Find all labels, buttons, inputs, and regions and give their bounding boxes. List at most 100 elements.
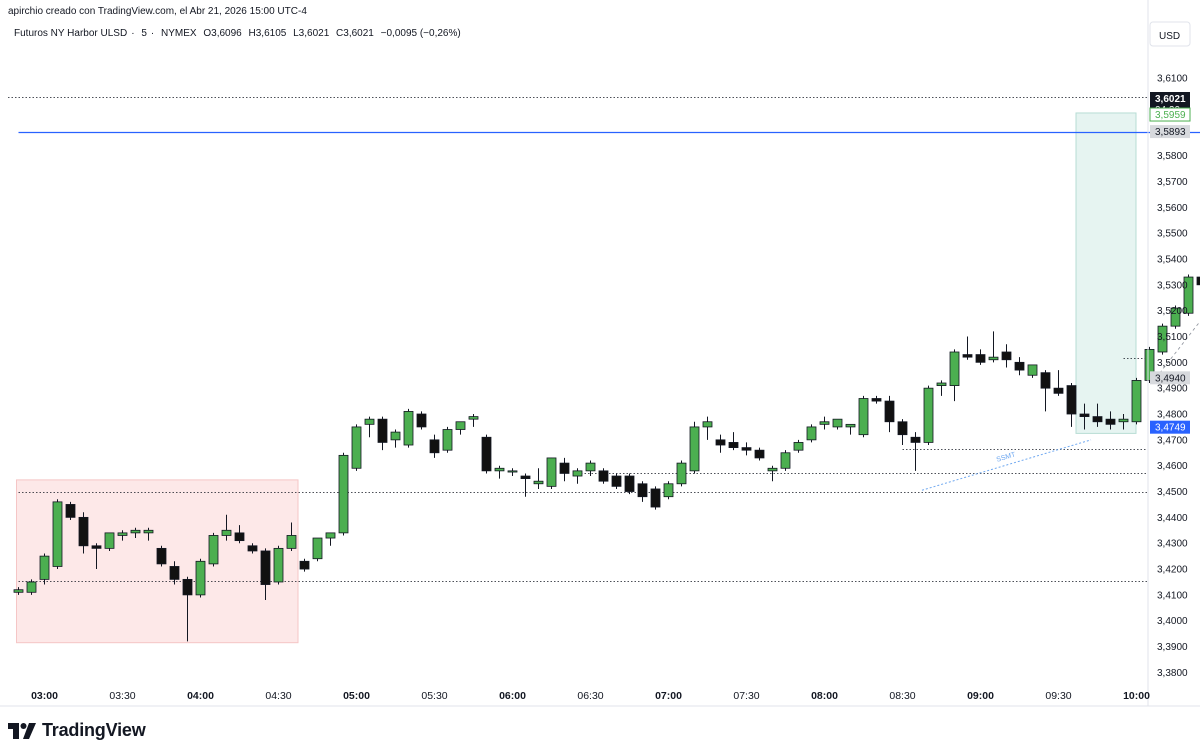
candle-body [884,400,895,423]
bear-candle [1053,370,1064,396]
bull-candle [208,532,219,567]
bull-candle [351,424,362,471]
price-label-bg [1150,420,1190,434]
bull-candle [923,385,934,446]
bull-candle [1144,346,1155,383]
bear-candle [962,336,973,360]
price-tick-label: 3,4300 [1157,539,1188,550]
brand-name: TradingView [42,720,146,740]
candle-body [78,516,89,547]
candle-body [455,421,466,430]
candle-body [1131,380,1142,423]
bull-candle [546,457,557,489]
candle-body [1092,416,1103,423]
time-tick-label: 05:30 [421,690,447,702]
candle-body [286,535,297,549]
candle-body [585,462,596,472]
candle-body [1196,276,1200,286]
bear-candle [611,473,622,489]
candle-body [793,442,804,451]
price-label-text: 3,4749 [1155,423,1186,434]
price-tick-label: 3,4500 [1157,487,1188,498]
separator-dot: · [150,28,155,39]
candle-body [169,566,180,580]
ssmt-line [921,439,1092,491]
candle-body [494,467,505,472]
price-tick-label: 3,4700 [1157,435,1188,446]
candle-body [975,354,986,363]
bull-candle [403,408,414,448]
bull-candle [1131,377,1142,425]
bull-candle [52,499,63,570]
brand[interactable]: TradingView [8,720,146,741]
symbol-name[interactable]: Futuros NY Harbor ULSD [14,28,128,39]
candle-body [1105,418,1116,425]
zones-layer [16,112,1137,644]
bear-candle [234,525,245,544]
candle-body [988,356,999,361]
bear-candle [728,432,739,451]
bear-candle [1040,370,1051,412]
candle-body [429,439,440,454]
candle-body [1170,307,1181,327]
bull-candle [442,426,453,453]
candle-body [91,545,102,549]
bear-candle [637,481,648,502]
price-tick-label: 3,4200 [1157,565,1188,576]
tradingview-logo-icon [8,722,36,739]
bear-candle [65,501,76,520]
bull-candle [819,416,830,430]
candle-body [260,550,271,585]
candle-body [182,578,193,596]
candle-body [364,418,375,425]
bull-candle [117,530,128,541]
candle-body [715,439,726,446]
bull-candle [1118,414,1129,430]
candle-body [598,470,609,482]
candle-body [819,421,830,425]
ohlc-low: L3,6021 [293,28,330,39]
bear-candle [299,558,310,572]
bear-candle [429,434,440,458]
candle-body [26,581,37,593]
bull-candle [273,545,284,585]
bear-candle [975,349,986,365]
bear-candle [910,432,921,471]
price-label-text: 3,6021 [1155,94,1186,105]
candle-body [1183,276,1194,314]
currency-label[interactable]: USD [1159,31,1180,42]
price-tick-label: 3,5800 [1157,151,1188,162]
candle-body [1144,349,1155,381]
bull-candle [832,418,843,430]
candle-body [13,589,24,593]
price-tick-label: 3,4600 [1157,461,1188,472]
bear-candle [1001,344,1012,368]
bull-candle [949,349,960,402]
candle-body [507,470,518,473]
candle-body [936,382,947,386]
price-tick-label: 3,4900 [1157,384,1188,395]
bear-candle [1105,411,1116,430]
author-line: apirchio creado con TradingView.com, el … [8,6,307,17]
bull-candle [455,421,466,435]
currency-button[interactable] [1149,21,1191,47]
candle-body [104,532,115,549]
bear-candle [520,473,531,497]
time-tick-label: 05:00 [343,690,370,702]
price-label-text: 3,5893 [1155,127,1186,138]
interval[interactable]: 5 [141,28,147,39]
blue-line-price-label: 3,5893 [1150,125,1190,139]
candle-body [949,351,960,386]
bull-candle [858,395,869,438]
bear-candle [1079,403,1090,430]
bear-candle [260,548,271,601]
bull-candle [39,553,50,585]
bear-candle [624,473,635,495]
candle-body [897,421,908,436]
price-tick-label: 3,5100 [1157,332,1188,343]
candle-body [351,426,362,469]
candle-body [247,545,258,552]
candle-body [338,454,349,534]
